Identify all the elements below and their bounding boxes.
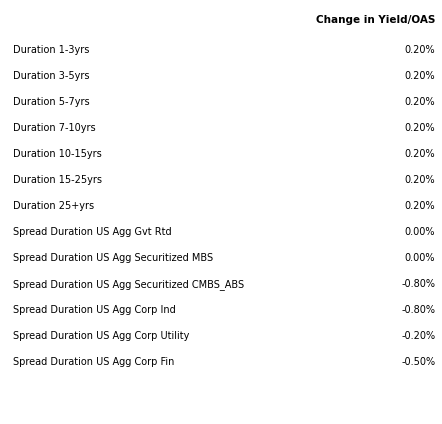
Text: Duration 10-15yrs: Duration 10-15yrs [13, 149, 102, 159]
Text: Duration 7-10yrs: Duration 7-10yrs [13, 123, 96, 133]
Text: 0.20%: 0.20% [405, 149, 435, 159]
Text: -0.50%: -0.50% [401, 357, 435, 368]
Text: 0.20%: 0.20% [405, 71, 435, 81]
Text: -0.20%: -0.20% [401, 332, 435, 341]
Text: Duration 3-5yrs: Duration 3-5yrs [13, 71, 90, 81]
Text: 0.00%: 0.00% [405, 227, 435, 237]
Text: Spread Duration US Agg Gvt Rtd: Spread Duration US Agg Gvt Rtd [13, 227, 172, 237]
Text: Duration 1-3yrs: Duration 1-3yrs [13, 45, 90, 55]
Text: Spread Duration US Agg Corp Ind: Spread Duration US Agg Corp Ind [13, 305, 176, 315]
Text: Spread Duration US Agg Securitized MBS: Spread Duration US Agg Securitized MBS [13, 253, 213, 263]
Text: -0.80%: -0.80% [401, 279, 435, 289]
Text: 0.00%: 0.00% [405, 253, 435, 263]
Text: Spread Duration US Agg Corp Fin: Spread Duration US Agg Corp Fin [13, 357, 175, 368]
Text: 0.20%: 0.20% [405, 201, 435, 211]
Text: Duration 15-25yrs: Duration 15-25yrs [13, 175, 102, 185]
Text: Spread Duration US Agg Securitized CMBS_ABS: Spread Duration US Agg Securitized CMBS_… [13, 279, 244, 290]
Text: 0.20%: 0.20% [405, 97, 435, 107]
Text: 0.20%: 0.20% [405, 175, 435, 185]
Text: Duration 5-7yrs: Duration 5-7yrs [13, 97, 90, 107]
Text: -0.80%: -0.80% [401, 305, 435, 315]
Text: Duration 25+yrs: Duration 25+yrs [13, 201, 95, 211]
Text: 0.20%: 0.20% [405, 123, 435, 133]
Text: Spread Duration US Agg Corp Utility: Spread Duration US Agg Corp Utility [13, 332, 190, 341]
Text: Change in Yield/OAS: Change in Yield/OAS [316, 15, 435, 25]
Text: 0.20%: 0.20% [405, 45, 435, 55]
